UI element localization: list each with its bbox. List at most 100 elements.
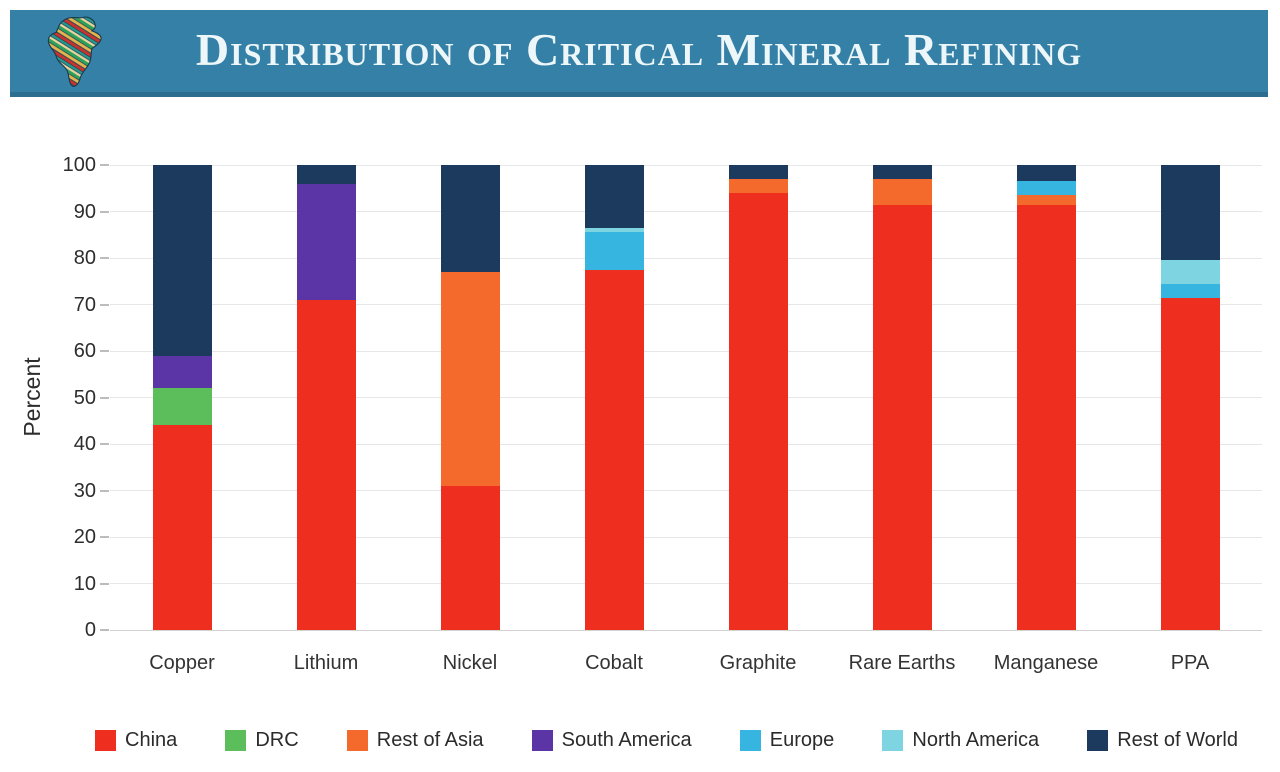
- bar-segment: [1016, 204, 1076, 630]
- bar-cobalt: [584, 165, 644, 630]
- gridline: [110, 536, 1262, 538]
- bar-segment: [872, 204, 932, 630]
- bar-segment: [152, 425, 212, 630]
- y-tick-label: 80: [73, 247, 96, 269]
- header-banner: Distribution of Critical Mineral Refinin…: [10, 10, 1268, 97]
- legend-label: Europe: [769, 729, 835, 751]
- bar-copper: [152, 165, 212, 630]
- y-tick-label: 10: [73, 572, 96, 595]
- bar-ppa: [1160, 165, 1220, 630]
- bar-lithium: [296, 165, 356, 630]
- y-tick-label: 20: [73, 526, 96, 548]
- bar-segment: [152, 388, 212, 426]
- legend-item-rest-of-asia: Rest of Asia: [346, 729, 484, 752]
- x-tick-label: PPA: [1170, 652, 1210, 674]
- bar-segment: [872, 165, 932, 179]
- legend-item-north-america: North America: [882, 729, 1039, 752]
- bar-segment: [152, 355, 212, 389]
- y-tick-label: 70: [73, 293, 96, 316]
- legend-label: South America: [561, 729, 692, 751]
- africa-logo-icon: [47, 16, 102, 87]
- y-tick-label: 40: [73, 433, 96, 455]
- legend-swatch: [225, 730, 247, 751]
- y-tick-mark: [100, 350, 109, 352]
- bar-segment: [1160, 260, 1220, 284]
- bar-segment: [1016, 181, 1076, 196]
- bar-manganese: [1016, 165, 1076, 630]
- bar-segment: [872, 178, 932, 205]
- x-tick-label: Copper: [149, 652, 215, 674]
- gridline: [110, 583, 1262, 584]
- legend-swatch: [739, 730, 761, 751]
- bar-segment: [1016, 165, 1076, 182]
- legend-item-china: China: [95, 729, 177, 752]
- y-tick-mark: [100, 489, 109, 492]
- legend-label: North America: [912, 729, 1040, 751]
- bar-segment: [1160, 165, 1220, 261]
- bar-segment: [1016, 195, 1076, 205]
- y-tick-mark: [100, 536, 109, 538]
- bar-graphite: [728, 165, 788, 630]
- bar-segment: [584, 232, 644, 270]
- y-tick-label: 100: [62, 154, 96, 176]
- gridline: [110, 443, 1262, 445]
- bar-segment: [1160, 297, 1220, 630]
- legend-swatch: [1087, 730, 1109, 751]
- x-tick-label: Manganese: [993, 652, 1099, 674]
- y-tick-mark: [100, 303, 109, 306]
- bar-segment: [584, 165, 644, 228]
- legend-item-drc: DRC: [225, 729, 299, 752]
- legend-item-europe: Europe: [739, 729, 835, 752]
- bar-segment: [296, 299, 356, 630]
- legend-item-rest-of-world: Rest of World: [1087, 729, 1238, 752]
- bar-segment: [440, 165, 500, 272]
- bar-segment: [728, 178, 788, 193]
- legend: China DRC Rest of Asia South America Europe N…: [0, 729, 1280, 752]
- bar-segment: [1160, 283, 1220, 298]
- bar-segment: [440, 485, 500, 630]
- x-tick-label: Cobalt: [585, 652, 643, 674]
- legend-swatch: [531, 730, 553, 751]
- y-tick-mark: [100, 443, 109, 445]
- bar-segment: [728, 165, 788, 179]
- gridline: [110, 350, 1262, 352]
- gridline: [110, 257, 1262, 259]
- x-tick-label: Rare Earths: [848, 652, 956, 674]
- y-tick-label: 90: [73, 200, 96, 223]
- y-tick-mark: [100, 210, 109, 213]
- bar-segment: [296, 183, 356, 300]
- plot-area: [110, 164, 1262, 631]
- page-title: Distribution of Critical Mineral Refinin…: [195, 23, 1083, 75]
- bar-segment: [152, 165, 212, 356]
- legend-label: Rest of World: [1117, 729, 1238, 751]
- legend-label: DRC: [255, 729, 299, 751]
- y-tick-mark: [100, 582, 109, 585]
- legend-swatch: [346, 730, 368, 751]
- gridline: [110, 490, 1262, 491]
- legend-swatch: [882, 730, 904, 751]
- gridline: [110, 164, 1262, 166]
- y-tick-mark: [100, 396, 109, 399]
- bar-segment: [728, 192, 788, 630]
- legend-swatch: [95, 730, 116, 751]
- y-tick-label: 0: [84, 619, 96, 641]
- x-tick-label: Graphite: [719, 652, 797, 674]
- bar-nickel: [440, 165, 500, 630]
- stacked-bar-chart: Percent 0 10 20 30 40 50 60 70 80 90 100 Copper Lit…: [0, 100, 1280, 772]
- bar-rare-earths: [872, 165, 932, 630]
- legend-label: China: [125, 729, 178, 751]
- y-tick-label: 50: [73, 386, 96, 409]
- gridline: [110, 629, 1262, 631]
- bar-segment: [440, 271, 500, 486]
- y-tick-mark: [100, 629, 109, 631]
- legend-item-south-america: South America: [531, 729, 692, 752]
- gridline: [110, 211, 1262, 212]
- gridline: [110, 397, 1262, 398]
- y-tick-mark: [100, 164, 109, 166]
- gridline: [110, 304, 1262, 305]
- y-tick-label: 60: [73, 340, 96, 362]
- bar-segment: [584, 269, 644, 630]
- x-tick-label: Nickel: [442, 652, 498, 674]
- y-tick-mark: [100, 257, 109, 259]
